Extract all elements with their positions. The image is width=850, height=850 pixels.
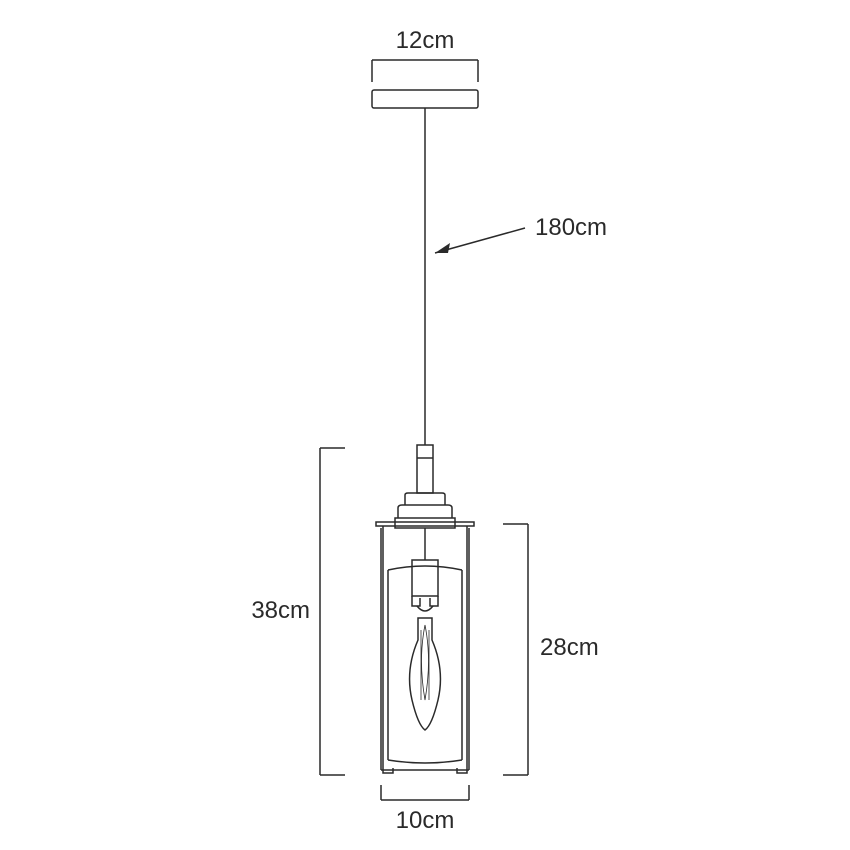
dim-fixture-height: 38cm: [251, 448, 345, 775]
stem: [417, 445, 433, 493]
dimension-drawing: 12cm 180cm: [0, 0, 850, 850]
glass-shade: [381, 528, 469, 770]
label-fixture-height: 38cm: [251, 597, 310, 624]
dim-shade-width: 10cm: [381, 785, 469, 834]
bulb: [410, 618, 441, 730]
socket: [412, 528, 438, 611]
dim-canopy-width: 12cm: [372, 27, 478, 82]
dim-cable-length: 180cm: [435, 214, 607, 253]
dim-shade-height: 28cm: [503, 524, 599, 775]
label-cable-length: 180cm: [535, 214, 607, 241]
label-shade-width: 10cm: [396, 807, 455, 834]
canopy: [372, 90, 478, 108]
label-shade-height: 28cm: [540, 634, 599, 661]
label-canopy-width: 12cm: [396, 27, 455, 54]
frame-top-bar: [376, 522, 474, 526]
frame-verticals: [383, 526, 467, 773]
